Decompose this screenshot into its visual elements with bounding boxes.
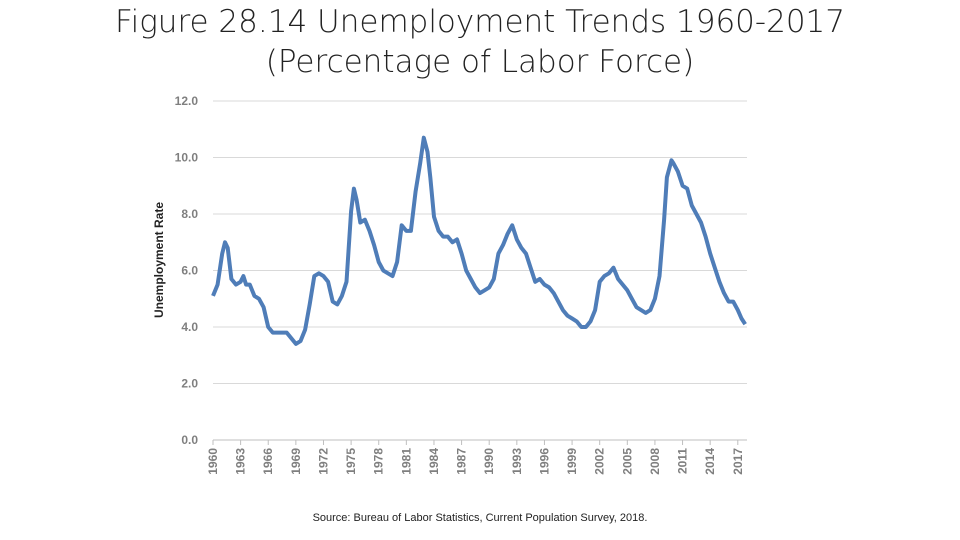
y-axis-label: Unemployment Rate xyxy=(152,202,166,318)
line-series xyxy=(211,135,747,346)
source-note: Source: Bureau of Labor Statistics, Curr… xyxy=(312,512,648,524)
x-tick-label: 1975 xyxy=(344,448,358,475)
x-tick-label: 1990 xyxy=(482,448,496,475)
x-tick-label: 1987 xyxy=(455,448,469,475)
y-tick-label: 4.0 xyxy=(181,320,198,334)
x-tick-label: 1999 xyxy=(565,448,579,475)
x-tick-label: 1960 xyxy=(206,448,220,475)
y-tick-label: 6.0 xyxy=(181,264,198,278)
x-tick-label: 2011 xyxy=(676,448,690,474)
x-tick-label: 1963 xyxy=(234,448,248,475)
chart-subtitle: (Percentage of Labor Force) xyxy=(265,44,695,80)
y-tick-label: 12.0 xyxy=(175,94,199,108)
y-tick-label: 2.0 xyxy=(181,377,198,391)
x-tick-label: 1984 xyxy=(427,448,441,475)
y-tick-label: 0.0 xyxy=(181,433,198,447)
x-tick-label: 2008 xyxy=(648,448,662,475)
x-tick-label: 1981 xyxy=(399,448,413,475)
x-tick-label: 1993 xyxy=(510,448,524,475)
x-tick-label: 2014 xyxy=(703,448,717,475)
x-tick-label: 2002 xyxy=(593,448,607,475)
x-tick-label: 1969 xyxy=(289,448,303,475)
y-tick-label: 8.0 xyxy=(181,207,198,221)
x-tick-label: 1966 xyxy=(261,448,275,475)
x-tick-label: 1996 xyxy=(537,448,551,475)
x-tick-label: 2005 xyxy=(620,448,634,475)
y-tick-label: 10.0 xyxy=(175,151,199,165)
x-tick-label: 2017 xyxy=(731,448,745,475)
x-tick-label: 1972 xyxy=(316,448,330,475)
x-tick-label: 1978 xyxy=(372,448,386,475)
chart-title: Figure 28.14 Unemployment Trends 1960-20… xyxy=(115,4,845,40)
